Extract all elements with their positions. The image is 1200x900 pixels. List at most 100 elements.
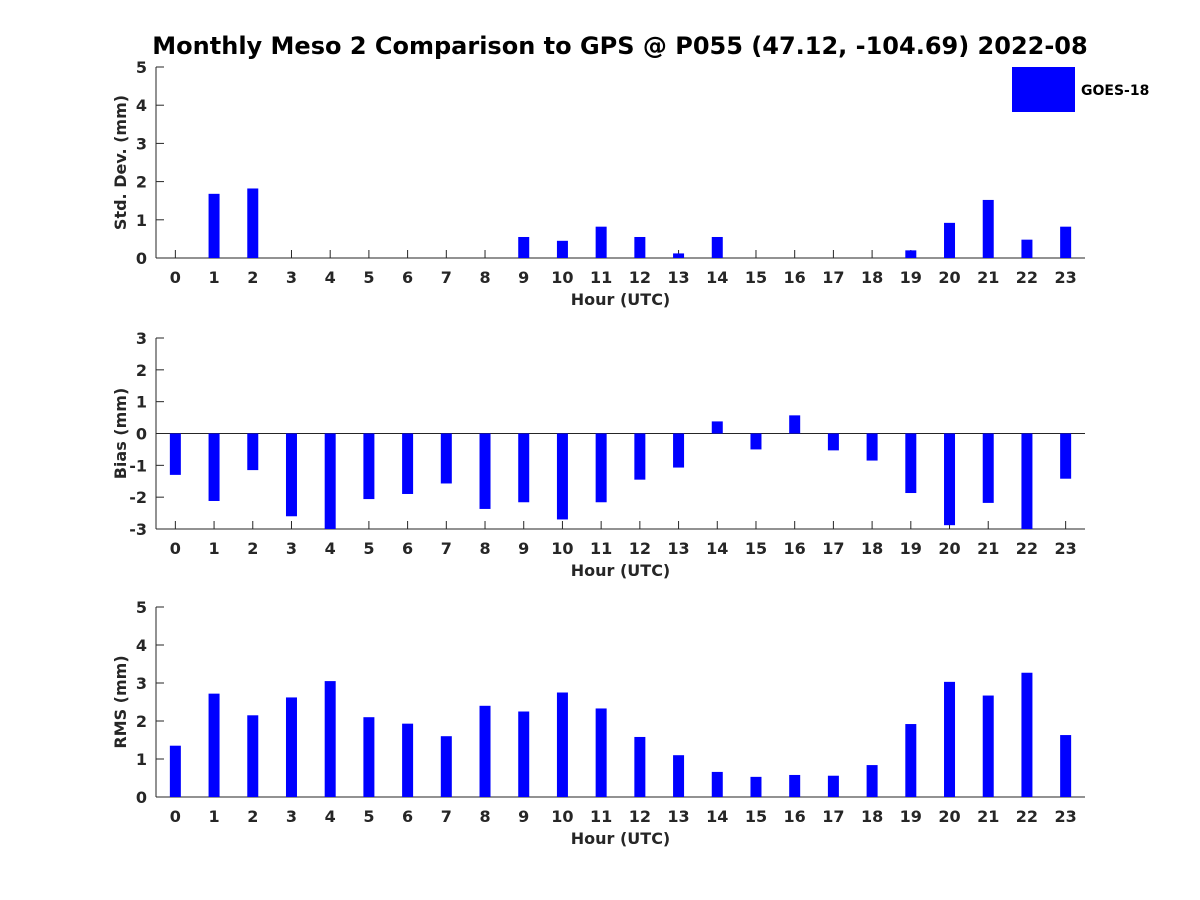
std-dev-x-tick-label: 14 (706, 268, 728, 287)
bias-bar (982, 433, 994, 503)
bias-x-tick-label: 16 (784, 539, 806, 558)
bias-x-tick-label: 4 (325, 539, 336, 558)
rms-bar (402, 723, 414, 797)
rms-bar (789, 774, 801, 797)
std-dev-bar (905, 250, 917, 258)
rms-x-tick-label: 3 (286, 807, 297, 826)
rms-x-tick-label: 15 (745, 807, 767, 826)
std-dev-x-tick-label: 10 (551, 268, 573, 287)
rms-bar (1060, 735, 1072, 797)
rms-x-tick-label: 20 (938, 807, 960, 826)
std-dev-x-tick-label: 7 (441, 268, 452, 287)
bias-y-tick-label: 2 (136, 361, 147, 380)
rms-y-tick-label: 0 (136, 788, 147, 807)
std-dev-y-tick-label: 5 (136, 58, 147, 77)
std-dev-bar (711, 236, 723, 258)
bias-x-tick-label: 10 (551, 539, 573, 558)
bias-x-tick-label: 11 (590, 539, 612, 558)
std-dev-bar (944, 222, 956, 258)
rms-x-tick-label: 8 (479, 807, 490, 826)
rms-x-tick-label: 2 (247, 807, 258, 826)
bias-bar (169, 433, 181, 475)
std-dev-x-tick-label: 9 (518, 268, 529, 287)
rms-x-tick-label: 14 (706, 807, 728, 826)
bias-bar (905, 433, 917, 494)
std-dev-x-tick-label: 15 (745, 268, 767, 287)
rms-bar (324, 681, 336, 797)
rms-x-tick-label: 17 (822, 807, 844, 826)
std-dev-y-tick-label: 3 (136, 134, 147, 153)
bias-bar (440, 433, 452, 484)
bias-bar (789, 415, 801, 434)
std-dev-y-tick-label: 4 (136, 96, 147, 115)
rms-x-tick-label: 13 (667, 807, 689, 826)
rms-x-tick-label: 23 (1055, 807, 1077, 826)
std-dev-x-tick-label: 19 (900, 268, 922, 287)
std-dev-x-tick-label: 1 (208, 268, 219, 287)
bias-y-tick-label: 0 (136, 425, 147, 444)
std-dev-x-tick-label: 18 (861, 268, 883, 287)
rms-x-tick-label: 7 (441, 807, 452, 826)
legend: GOES-18 (1012, 67, 1149, 112)
rms-y-tick-label: 5 (136, 598, 147, 617)
std-dev-bar (982, 199, 994, 258)
std-dev-x-tick-label: 17 (822, 268, 844, 287)
std-dev-x-tick-label: 5 (363, 268, 374, 287)
bias-bar (556, 433, 568, 520)
std-dev-x-tick-label: 0 (170, 268, 181, 287)
bias-bar (324, 433, 336, 529)
rms-x-tick-label: 4 (325, 807, 336, 826)
rms-bar (247, 715, 259, 797)
bias-bar (827, 433, 839, 451)
legend-swatch (1012, 67, 1075, 112)
bias-x-tick-label: 17 (822, 539, 844, 558)
bias-x-tick-label: 14 (706, 539, 728, 558)
std-dev-x-tick-label: 3 (286, 268, 297, 287)
std-dev-x-tick-label: 11 (590, 268, 612, 287)
std-dev-x-tick-label: 12 (629, 268, 651, 287)
std-dev-bar (247, 188, 259, 258)
bias-bar (518, 433, 530, 503)
rms-bar (866, 765, 878, 797)
std-dev-x-tick-label: 2 (247, 268, 258, 287)
bias-bar (750, 433, 762, 450)
rms-bar (285, 697, 297, 797)
std-dev-bar (595, 226, 607, 258)
rms-bar (363, 717, 375, 797)
rms-bar (905, 724, 917, 797)
bias-x-tick-label: 9 (518, 539, 529, 558)
bias-x-tick-label: 23 (1055, 539, 1077, 558)
rms-y-tick-label: 4 (136, 636, 147, 655)
bias-x-tick-label: 2 (247, 539, 258, 558)
rms-bar (440, 736, 452, 797)
std-dev-bar (518, 236, 530, 258)
rms-bar (479, 705, 491, 797)
bias-bar (634, 433, 646, 480)
rms-bar (750, 776, 762, 797)
bias-x-tick-label: 1 (208, 539, 219, 558)
bias-bar (1060, 433, 1072, 479)
rms-x-tick-label: 11 (590, 807, 612, 826)
chart-title: Monthly Meso 2 Comparison to GPS @ P055 … (152, 32, 1087, 60)
std-dev-x-tick-label: 16 (784, 268, 806, 287)
std-dev-x-tick-label: 20 (938, 268, 960, 287)
rms-y-axis-label: RMS (mm) (111, 655, 130, 748)
rms-bar (556, 692, 568, 797)
rms-x-tick-label: 18 (861, 807, 883, 826)
bias-y-tick-label: -2 (129, 488, 147, 507)
rms-x-tick-label: 1 (208, 807, 219, 826)
bias-bar (1021, 433, 1033, 529)
bias-y-tick-label: 1 (136, 393, 147, 412)
rms-bar (595, 708, 607, 797)
bias-bar (673, 433, 685, 468)
bias-x-tick-label: 22 (1016, 539, 1038, 558)
bias-y-tick-label: 3 (136, 329, 147, 348)
rms-bar (169, 745, 181, 797)
rms-bar (673, 755, 685, 797)
std-dev-x-tick-label: 13 (667, 268, 689, 287)
bias-bar (595, 433, 607, 503)
std-dev-bar (634, 236, 646, 258)
